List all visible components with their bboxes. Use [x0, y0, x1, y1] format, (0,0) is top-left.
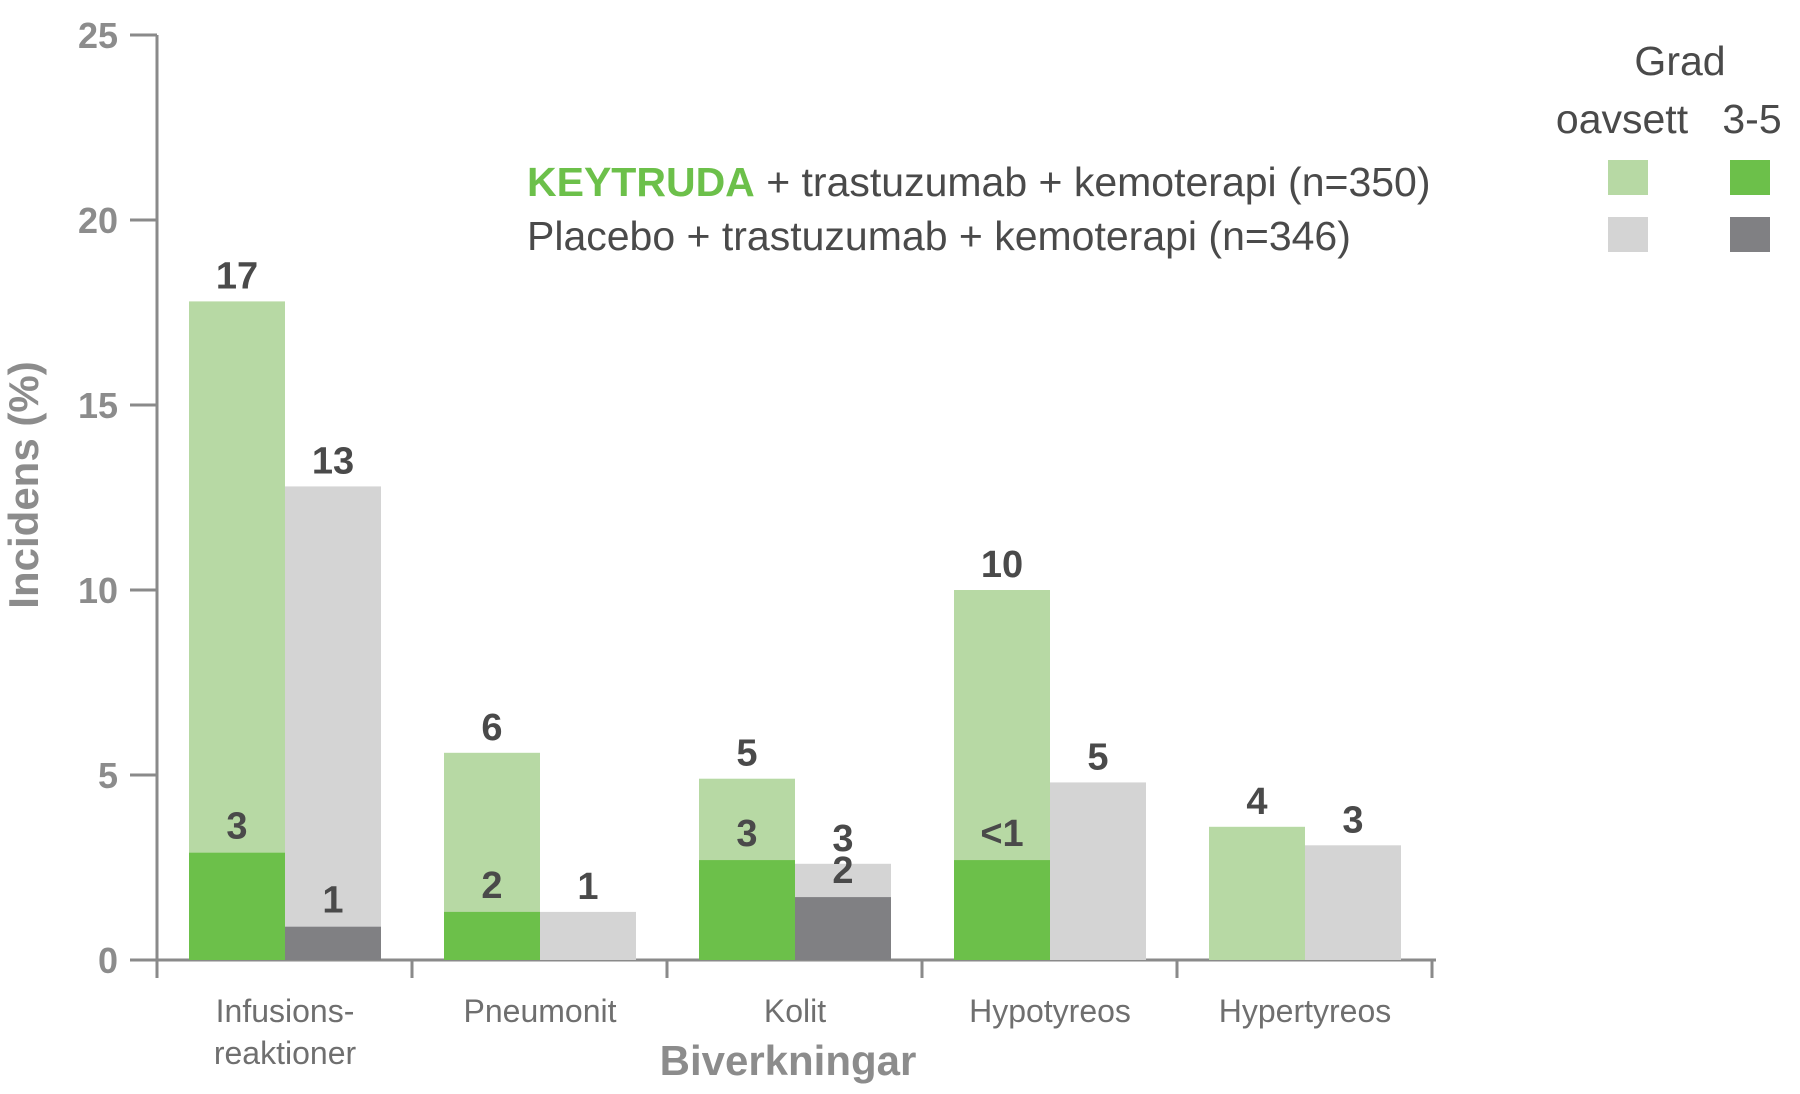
- label-series1-cat4-any-grade: 3: [1342, 799, 1363, 841]
- y-axis-title: Incidens (%): [0, 361, 47, 608]
- bar-series0-cat4-any-grade: [1209, 826, 1305, 960]
- label-series0-cat1-any-grade: 6: [481, 707, 502, 749]
- y-tick-label-0: 0: [98, 940, 118, 981]
- bar-series0-cat0-grade-3-5: [189, 852, 285, 960]
- x-axis-title: Biverkningar: [660, 1037, 917, 1084]
- bar-series1-cat4-any-grade: [1305, 845, 1401, 960]
- bar-series1-cat1-any-grade: [540, 911, 636, 960]
- label-series1-cat2-grade-3-5: 2: [832, 850, 853, 892]
- bar-series1-cat3-any-grade: [1050, 782, 1146, 960]
- y-tick-label-5: 5: [98, 755, 118, 796]
- legend-col-any: oavsett: [1556, 96, 1689, 142]
- bar-series1-cat0-any-grade: [285, 486, 381, 960]
- bar-series0-cat3-grade-3-5: [954, 860, 1050, 960]
- label-series1-cat3-any-grade: 5: [1087, 736, 1108, 778]
- label-series0-cat0-any-grade: 17: [216, 255, 258, 297]
- y-tick-label-25: 25: [78, 15, 118, 56]
- label-series0-cat3-any-grade: 10: [981, 544, 1023, 586]
- legend-entry-keytruda-rest: + trastuzumab + kemoterapi (n=350): [755, 159, 1431, 205]
- category-label-2-0: Kolit: [764, 993, 826, 1029]
- legend-brand-keytruda: KEYTRUDA: [527, 159, 755, 205]
- bar-series0-cat0-any-grade: [189, 301, 285, 960]
- legend-swatch-placebo-severe: [1730, 217, 1770, 252]
- label-series1-cat0-grade-3-5: 1: [322, 880, 343, 922]
- bar-series1-cat0-grade-3-5: [285, 926, 381, 960]
- category-label-3-0: Hypotyreos: [969, 993, 1131, 1029]
- bar-series0-cat2-grade-3-5: [699, 860, 795, 960]
- bar-series1-cat2-grade-3-5: [795, 897, 891, 960]
- label-series1-cat2-any-grade: 3: [832, 818, 853, 860]
- legend-entry-placebo-rest: Placebo + trastuzumab + kemoterapi (n=34…: [527, 213, 1351, 259]
- legend: Grad oavsett 3-5 KEYTRUDA + trastuzumab …: [527, 38, 1782, 259]
- legend-swatch-keytruda-severe: [1730, 160, 1770, 195]
- label-series0-cat2-any-grade: 5: [736, 733, 757, 775]
- bars: [189, 301, 1401, 960]
- legend-header-grad: Grad: [1634, 38, 1725, 84]
- y-tick-label-15: 15: [78, 385, 118, 426]
- y-tick-label-10: 10: [78, 570, 118, 611]
- label-series1-cat1-any-grade: 1: [577, 866, 598, 908]
- label-series0-cat4-any-grade: 4: [1246, 781, 1267, 823]
- bar-series0-cat1-grade-3-5: [444, 911, 540, 960]
- label-series0-cat2-grade-3-5: 3: [736, 813, 757, 855]
- legend-swatch-keytruda-any: [1608, 160, 1648, 195]
- legend-swatch-placebo-any: [1608, 217, 1648, 252]
- category-label-0-1: reaktioner: [214, 1035, 357, 1071]
- label-series0-cat1-grade-3-5: 2: [481, 865, 502, 907]
- label-series1-cat0-any-grade: 13: [312, 440, 354, 482]
- y-tick-label-20: 20: [78, 200, 118, 241]
- category-label-4-0: Hypertyreos: [1219, 993, 1392, 1029]
- category-label-1-0: Pneumonit: [464, 993, 617, 1029]
- label-series0-cat0-grade-3-5: 3: [226, 806, 247, 848]
- legend-entry-placebo: Placebo + trastuzumab + kemoterapi (n=34…: [527, 213, 1351, 259]
- label-series0-cat3-grade-3-5: <1: [980, 813, 1023, 855]
- category-label-0-0: Infusions-: [216, 993, 355, 1029]
- legend-entry-keytruda: KEYTRUDA + trastuzumab + kemoterapi (n=3…: [527, 159, 1431, 205]
- legend-col-severe: 3-5: [1722, 96, 1781, 142]
